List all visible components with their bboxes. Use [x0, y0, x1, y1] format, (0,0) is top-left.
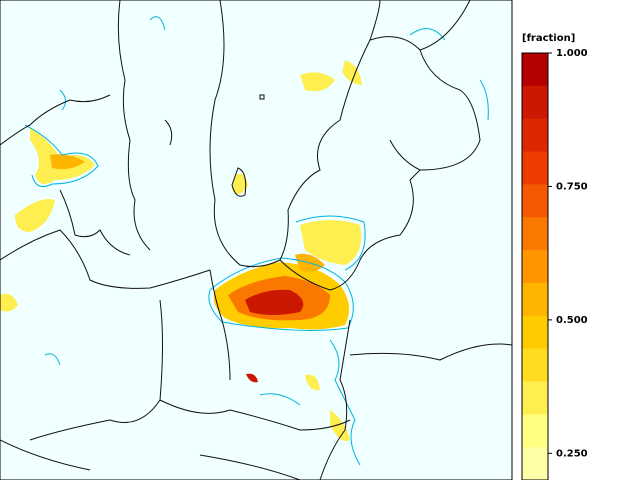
- colorbar-tick-label: 0.500: [556, 315, 588, 326]
- field-patch: [30, 128, 95, 184]
- map-frame: [0, 0, 513, 480]
- colorbar-band: [522, 151, 548, 185]
- colorbar-tick-label: 0.250: [556, 448, 588, 459]
- colorbar-band: [522, 282, 548, 317]
- colorbar-band: [522, 118, 548, 153]
- colorbar-tick-label: 1.000: [556, 48, 588, 59]
- field-patch: [245, 289, 304, 315]
- field-patch: [342, 60, 362, 85]
- contours: [24, 16, 489, 466]
- colorbar-band: [522, 217, 548, 251]
- map-background: [0, 0, 512, 480]
- field-patch: [300, 220, 361, 265]
- colorbar-tick-label: 0.750: [556, 181, 588, 192]
- colorbar: 1.000 0.750 0.500 0.250: [521, 48, 588, 480]
- colorbar-frame: [521, 52, 549, 480]
- field-patch: [232, 173, 248, 194]
- colorbar-band: [522, 184, 548, 218]
- data-field: [0, 60, 362, 441]
- field-patch: [305, 374, 320, 391]
- colorbar-band: [522, 447, 548, 480]
- field-patch: [246, 373, 258, 383]
- colorbar-band: [522, 85, 548, 120]
- field-patch: [50, 154, 85, 170]
- field-patch: [300, 72, 335, 92]
- colorbar-band: [522, 53, 548, 87]
- colorbar-band: [522, 315, 548, 350]
- colorbar-band: [522, 381, 548, 415]
- field-patch: [0, 293, 18, 312]
- colorbar-title: [fraction]: [522, 33, 575, 44]
- field-patch: [15, 199, 55, 232]
- borders: [0, 0, 513, 480]
- colorbar-band: [522, 250, 548, 284]
- field-patch: [330, 410, 350, 441]
- colorbar-band: [522, 348, 548, 382]
- colorbar-band: [522, 414, 548, 448]
